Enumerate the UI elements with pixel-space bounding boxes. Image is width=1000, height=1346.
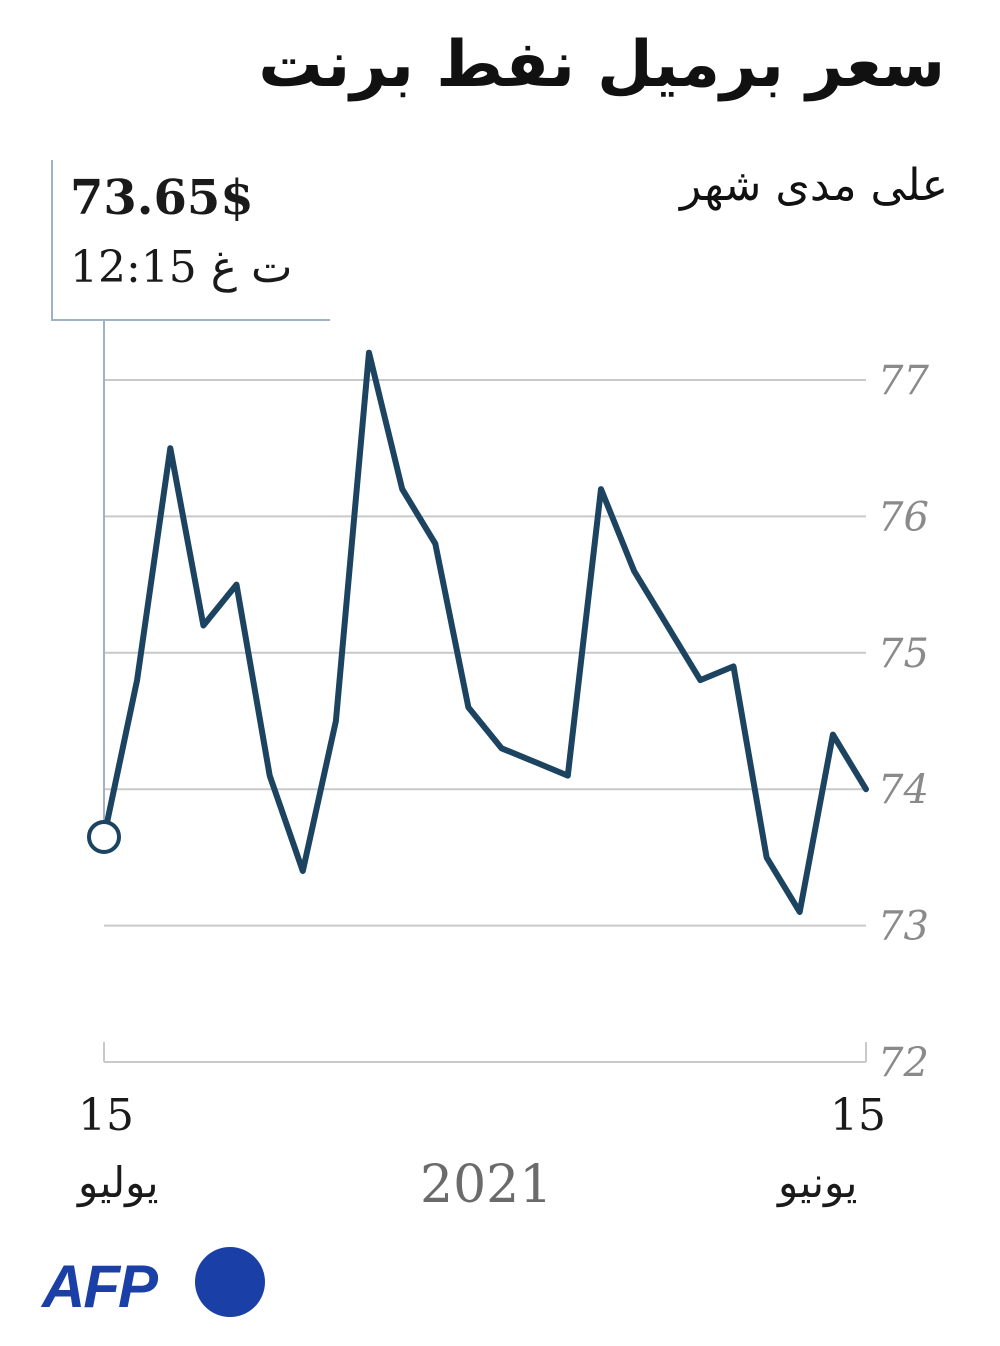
price-series-line xyxy=(101,349,869,915)
grid-lines xyxy=(104,379,866,927)
x-axis-right-month: يونيو xyxy=(778,1158,858,1207)
latest-price-marker xyxy=(87,819,121,854)
afp-logo-dot xyxy=(195,1247,265,1317)
latest-price-value: 73.65$ xyxy=(70,170,254,226)
y-tick-label: 76 xyxy=(878,494,929,540)
y-tick-label: 75 xyxy=(878,631,929,677)
callout-box-outline xyxy=(51,160,330,321)
y-tick-label: 74 xyxy=(878,767,929,813)
x-axis-right-day: 15 xyxy=(830,1090,886,1141)
x-axis-left-day: 15 xyxy=(78,1090,134,1141)
y-tick-label: 72 xyxy=(878,1040,929,1086)
y-tick-label: 73 xyxy=(878,904,929,950)
x-axis-year: 2021 xyxy=(420,1155,553,1215)
afp-logo: AFP xyxy=(40,1247,265,1320)
y-tick-label: 77 xyxy=(878,358,929,404)
y-axis-tick-labels: 72 73 74 75 76 77 xyxy=(878,358,929,1086)
x-axis-left-month: يوليو xyxy=(78,1158,159,1207)
afp-logo-text: AFP xyxy=(40,1253,159,1320)
x-axis-baseline xyxy=(103,1042,867,1063)
chart-title: سعر برميل نفط برنت xyxy=(258,28,945,102)
chart-subtitle: على مدى شهر xyxy=(680,160,948,211)
latest-price-time: 12:15 ت غ xyxy=(70,242,293,293)
price-data-points xyxy=(104,353,866,912)
